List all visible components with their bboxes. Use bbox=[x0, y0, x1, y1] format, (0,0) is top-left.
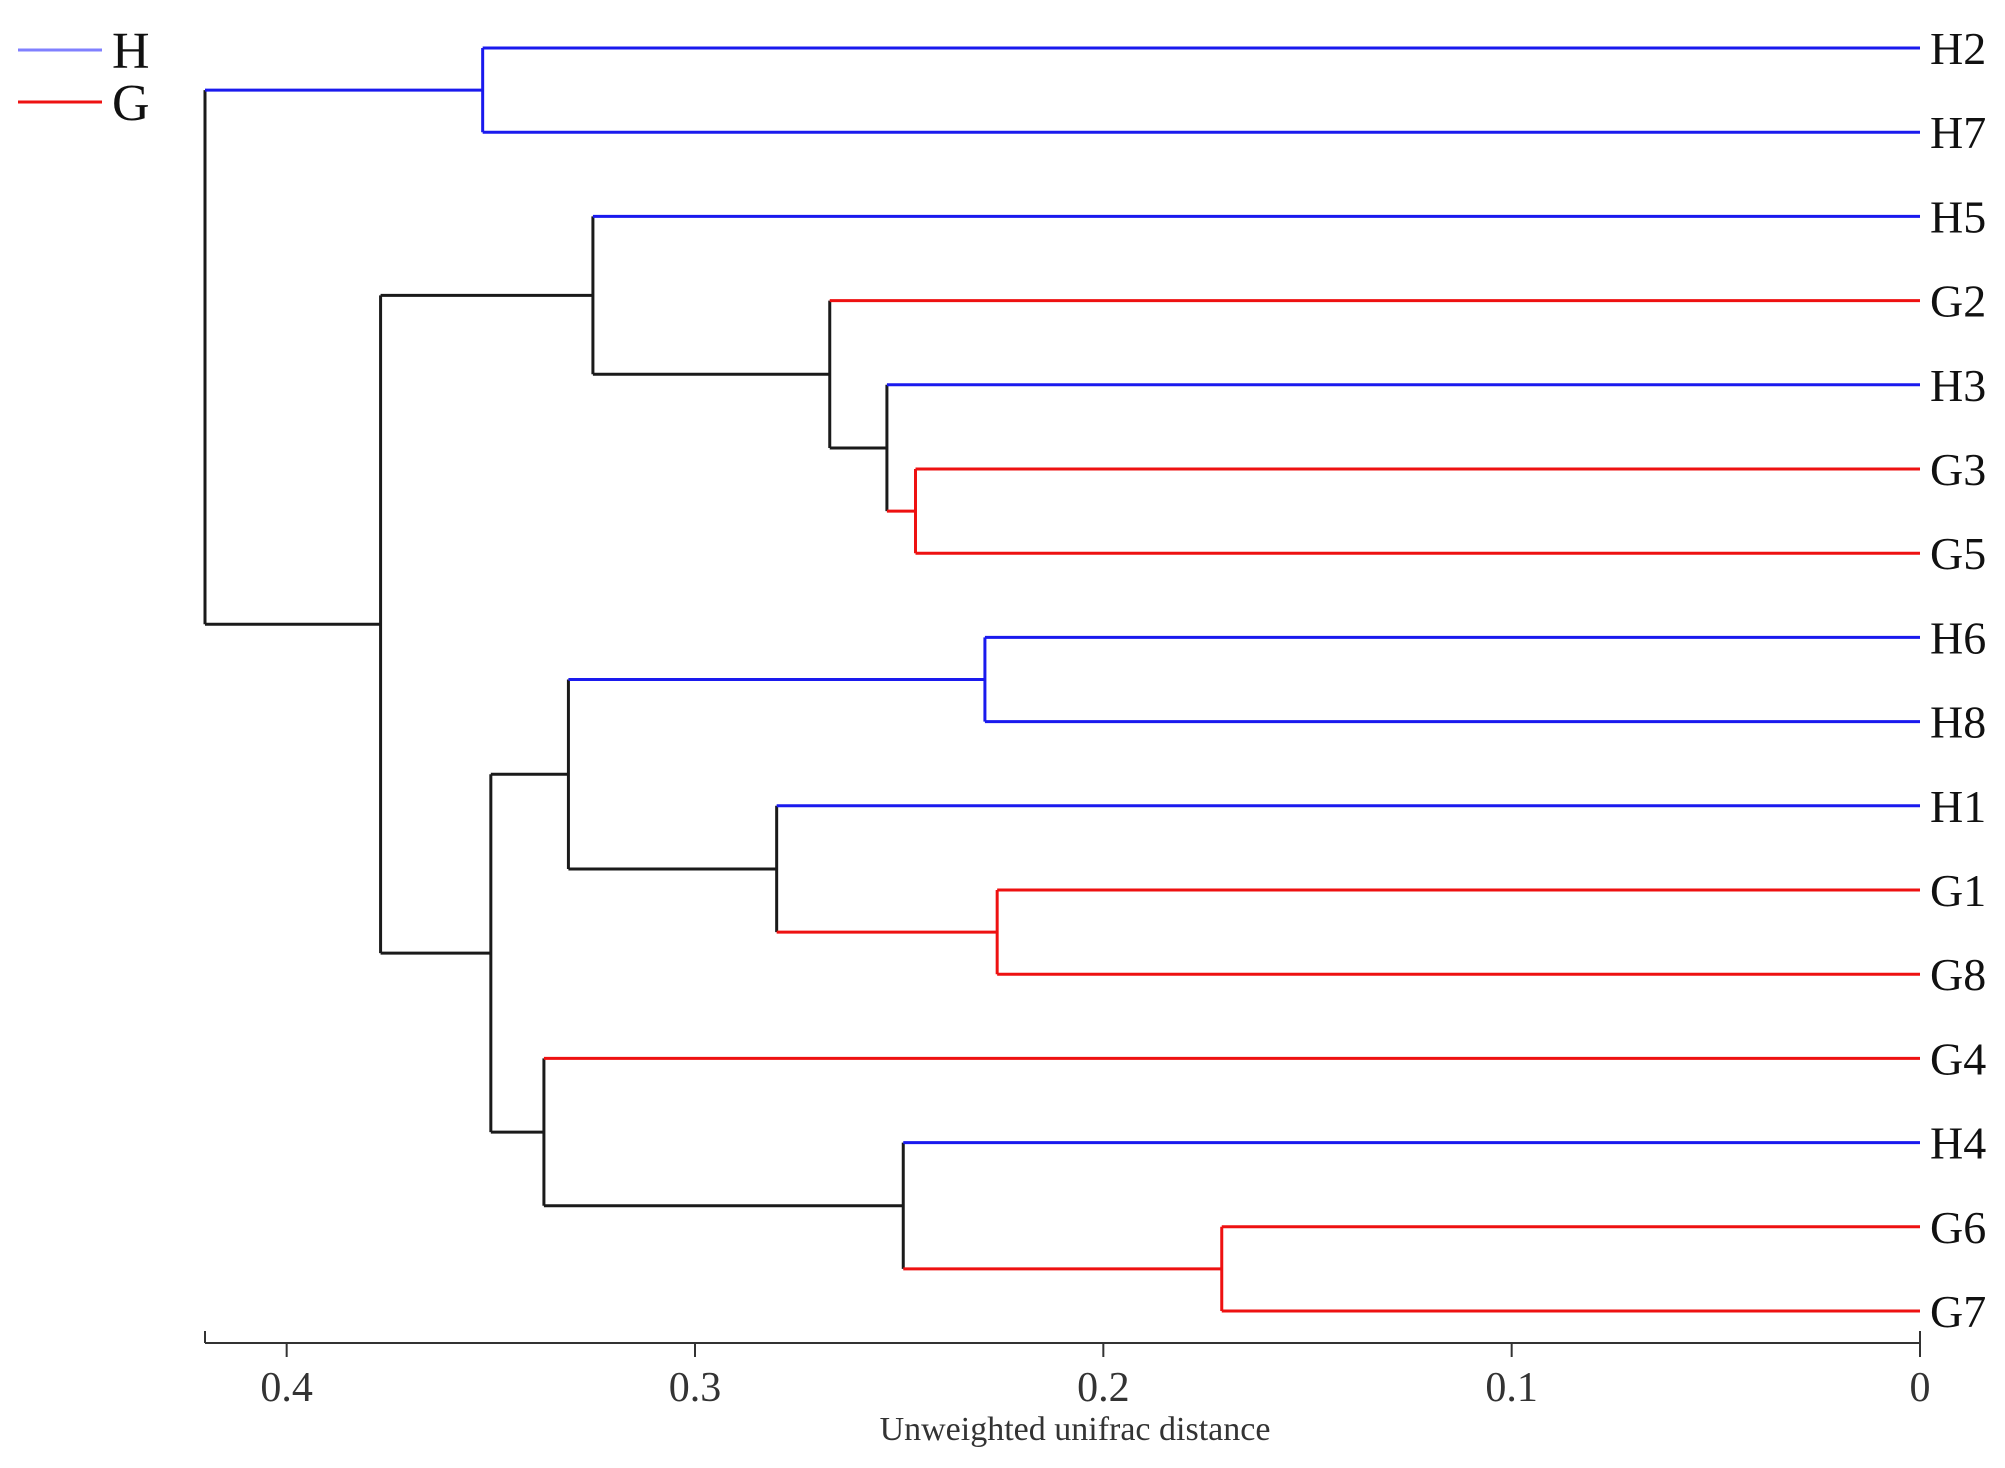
x-tick-label-3: 0.1 bbox=[1485, 1365, 1538, 1411]
x-tick-label-4: 0 bbox=[1910, 1365, 1931, 1411]
leaf-labels: H2 H7 H5 G2 H3 G3 G5 H6 H8 H1 G1 G8 G4 H4 G6 G7 bbox=[1930, 23, 1986, 1337]
leaf-label-G6: G6 bbox=[1930, 1202, 1986, 1253]
x-axis: 0.4 0.3 0.2 0.1 0 Unweighted unifrac distanc… bbox=[204, 1331, 1931, 1448]
leaf-label-G4: G4 bbox=[1930, 1033, 1986, 1084]
leaf-label-H5: H5 bbox=[1930, 191, 1986, 242]
leaf-label-G7: G7 bbox=[1930, 1286, 1986, 1337]
x-tick-label-0: 0.4 bbox=[260, 1365, 313, 1411]
dendrogram-branches bbox=[203, 46, 1920, 1313]
legend-label-H: H bbox=[112, 23, 150, 80]
leaf-label-H7: H7 bbox=[1930, 107, 1986, 158]
leaf-label-H6: H6 bbox=[1930, 612, 1986, 663]
leaf-label-G8: G8 bbox=[1930, 949, 1986, 1000]
x-tick-label-1: 0.3 bbox=[669, 1365, 722, 1411]
legend: HG bbox=[18, 23, 150, 132]
leaf-label-H4: H4 bbox=[1930, 1118, 1986, 1169]
leaf-label-H8: H8 bbox=[1930, 697, 1986, 748]
leaf-label-G3: G3 bbox=[1930, 444, 1986, 495]
x-tick-label-2: 0.2 bbox=[1077, 1365, 1130, 1411]
leaf-label-H1: H1 bbox=[1930, 781, 1986, 832]
leaf-label-G5: G5 bbox=[1930, 528, 1986, 579]
leaf-label-H2: H2 bbox=[1930, 23, 1986, 74]
x-axis-title: Unweighted unifrac distance bbox=[880, 1411, 1271, 1448]
leaf-label-G1: G1 bbox=[1930, 865, 1986, 916]
legend-label-G: G bbox=[112, 75, 150, 132]
x-axis-ticks: 0.4 0.3 0.2 0.1 0 bbox=[204, 1331, 1931, 1411]
leaf-label-G2: G2 bbox=[1930, 276, 1986, 327]
leaf-label-H3: H3 bbox=[1930, 360, 1986, 411]
